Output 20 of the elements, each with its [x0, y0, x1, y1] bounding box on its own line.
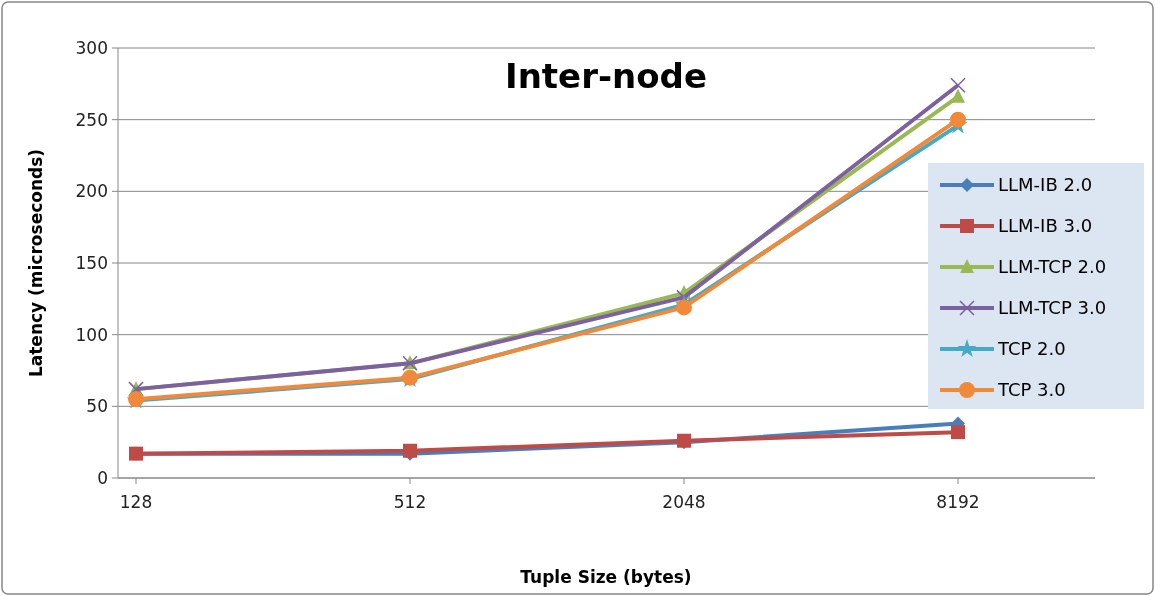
legend-label: TCP 2.0 — [997, 338, 1066, 360]
y-tick-label: 100 — [75, 324, 108, 345]
y-tick-label: 200 — [75, 181, 108, 202]
x-tick-label: 2048 — [662, 492, 706, 512]
legend-label: LLM-IB 3.0 — [998, 215, 1093, 237]
y-tick-label: 0 — [97, 467, 108, 488]
y-tick-label: 150 — [75, 252, 108, 273]
legend-label: LLM-TCP 3.0 — [998, 297, 1107, 319]
x-tick-label: 512 — [393, 492, 427, 512]
x-axis-title: Tuple Size (bytes) — [520, 567, 692, 587]
y-axis-title: Latency (microseconds) — [26, 148, 46, 378]
legend-label: LLM-TCP 2.0 — [998, 256, 1107, 278]
y-tick-label: 250 — [75, 109, 108, 130]
y-tick-label: 300 — [75, 37, 108, 58]
y-tick-label: 50 — [86, 396, 108, 417]
legend-label: LLM-IB 2.0 — [998, 174, 1093, 196]
legend-label: TCP 3.0 — [997, 379, 1066, 401]
x-tick-label: 8192 — [936, 492, 980, 512]
x-tick-label: 128 — [119, 492, 153, 512]
chart-title: Inter-node — [504, 56, 708, 96]
